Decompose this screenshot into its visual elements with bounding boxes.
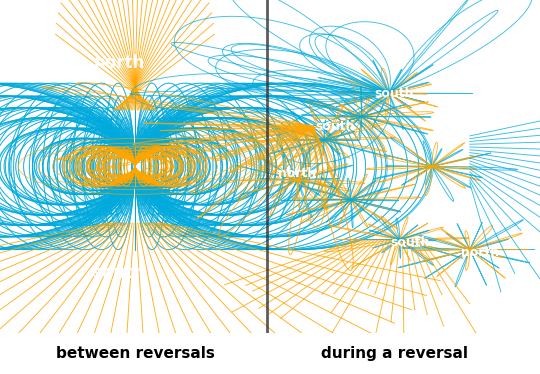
Text: south: south xyxy=(92,264,145,282)
Text: south: south xyxy=(390,236,430,249)
Text: north: north xyxy=(489,53,526,67)
Text: south: south xyxy=(374,87,414,100)
Text: north: north xyxy=(462,246,500,260)
Text: north: north xyxy=(93,54,144,72)
Text: between reversals: between reversals xyxy=(56,346,214,361)
Text: during a reversal: during a reversal xyxy=(321,346,468,361)
Text: north: north xyxy=(278,166,316,180)
Text: south: south xyxy=(315,120,355,133)
